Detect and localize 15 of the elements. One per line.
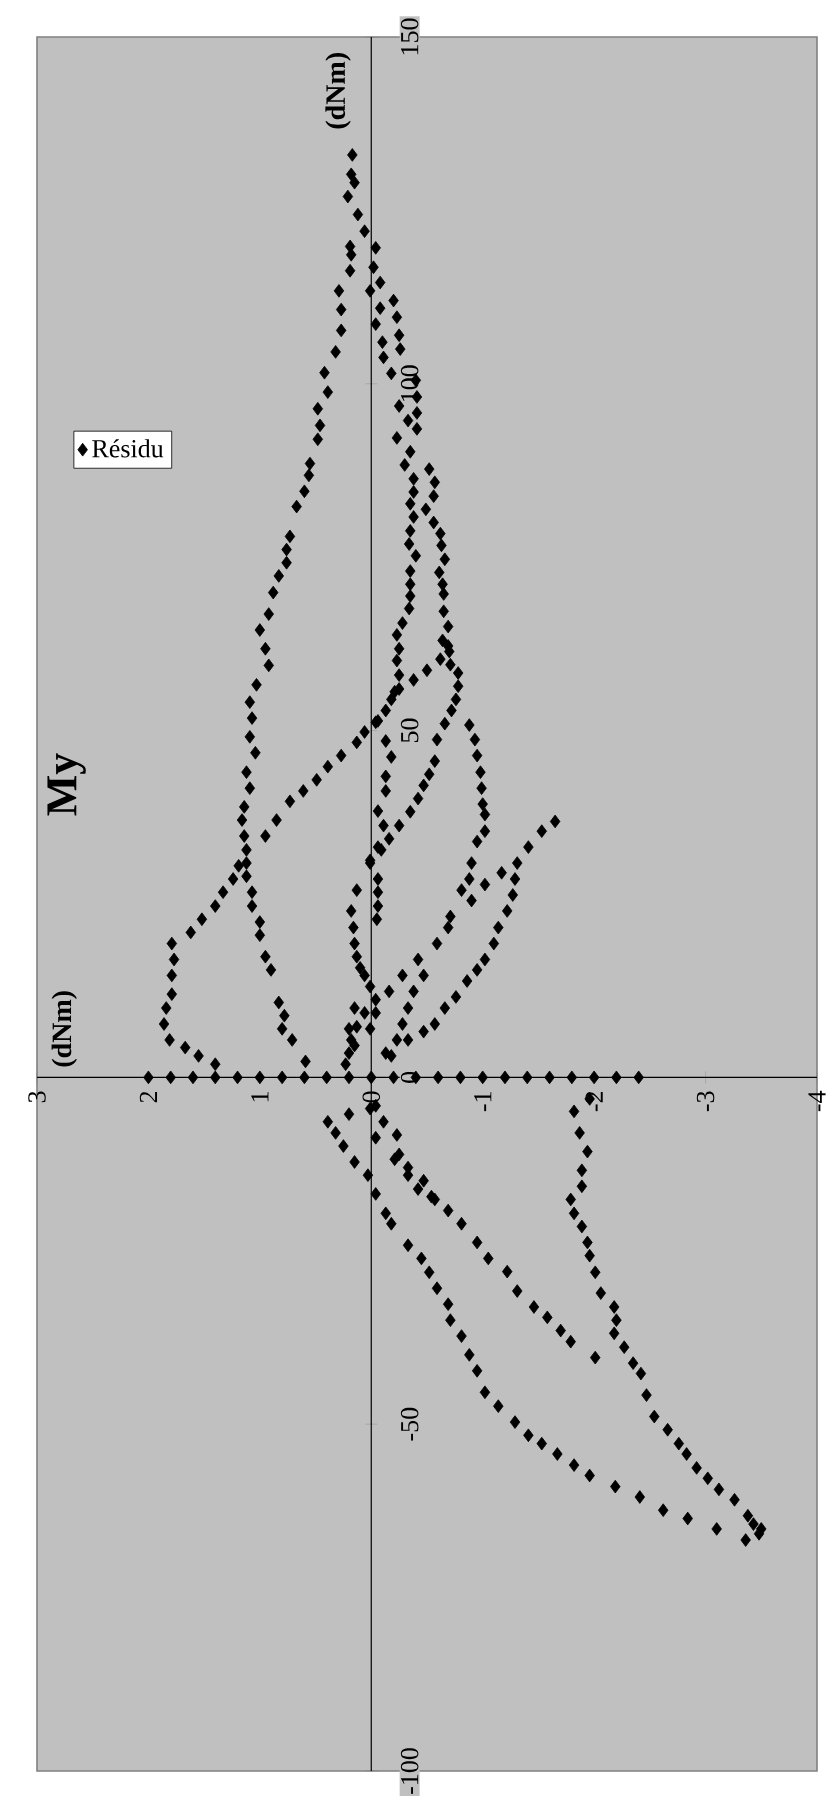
y-tick-label: -100 (400, 1748, 419, 1794)
x-tick-label: -4 (808, 1090, 826, 1112)
y-tick-label: 50 (400, 718, 419, 743)
x-tick-label: 3 (28, 1091, 46, 1103)
x-tick-label: -1 (474, 1092, 492, 1112)
legend-label: Résidu (92, 439, 164, 458)
x-tick-label: 0 (362, 1091, 381, 1103)
annotation: (dNm) (51, 991, 77, 1067)
x-tick-label: -3 (696, 1091, 715, 1112)
x-tick-label: 1 (251, 1092, 269, 1102)
x-tick-label: 2 (139, 1091, 158, 1103)
text: My (47, 753, 86, 816)
y-axis-title: (dNm) (325, 53, 351, 129)
y-tick-label: 150 (400, 18, 419, 55)
y-tick-label: -50 (400, 1407, 419, 1441)
